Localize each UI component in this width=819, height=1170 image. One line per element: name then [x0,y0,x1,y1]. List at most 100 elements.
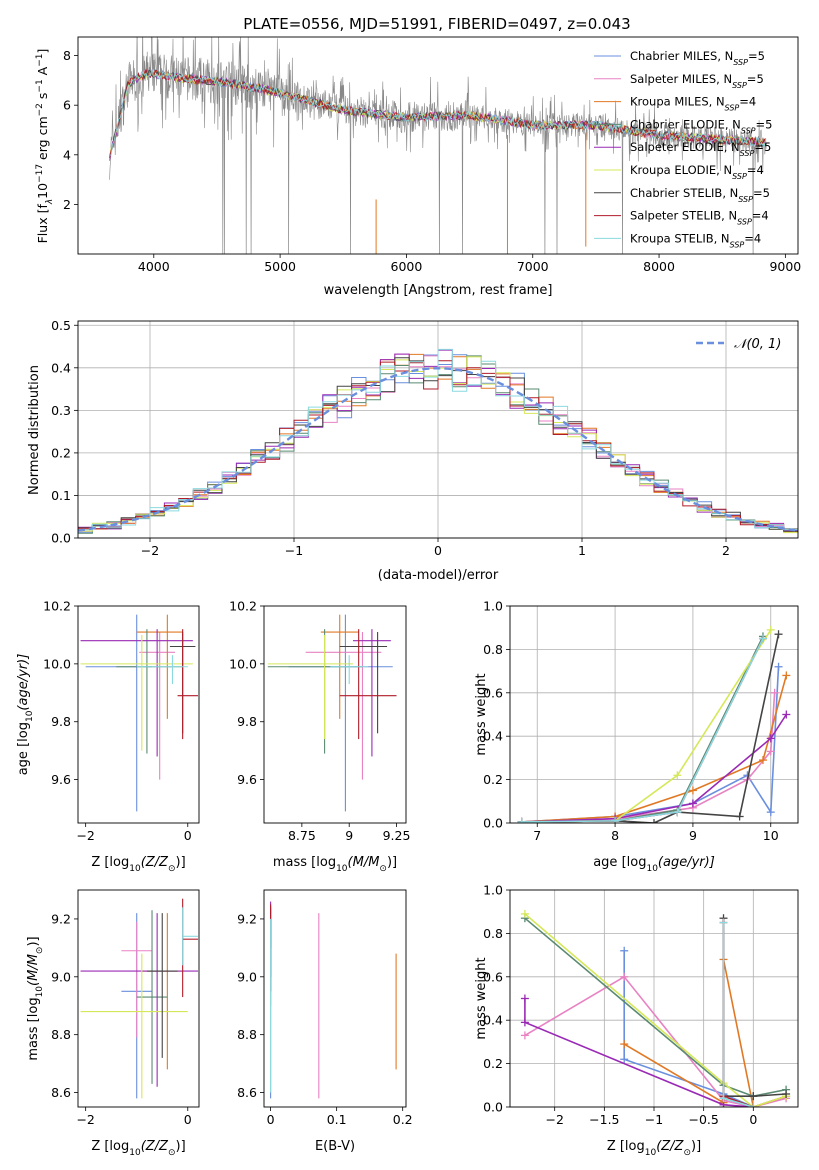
x-tick-label: 6000 [391,259,423,274]
axes-frame [77,889,200,1108]
x-label-part: ⊙ [168,1148,176,1158]
errorbar-point [339,629,397,740]
legend-entry: Salpeter MILES, NSSP=5 [630,72,764,90]
legend-label: Kroupa STELIB, N [630,231,730,245]
y-tick-label: 8.6 [237,1085,257,1100]
y-label-part: λ [45,199,55,205]
x-tick-label: 9 [345,828,353,843]
legend-label: Salpeter MILES, N [630,72,732,86]
x-tick-label: 0 [434,543,442,558]
y-label-part: Flux [f [35,204,50,244]
figure-title: PLATE=0556, MJD=51991, FIBERID=0497, z=0… [243,15,630,33]
y-tick-label: 9.0 [51,969,71,984]
y-tick-label: 0.0 [51,531,71,546]
mass-weight-marker [735,812,744,821]
y-tick-label: 9.6 [237,772,257,787]
x-label-part: (Z/Z [656,1139,684,1154]
plot-area-mass_weight_vs_Z [520,909,791,1107]
y-label-part: −1 [35,54,45,67]
errorbar-point [330,655,369,685]
x-tick-label: 0 [184,828,192,843]
x-tick-label: −2 [76,1112,94,1127]
plot-area-age_vs_mass [267,614,397,812]
legend-n: 5 [758,49,765,63]
y-label-part: s [35,93,50,104]
axes-residuals: −2 −1 0 1 2 0.0 0.1 0.2 0.3 0.4 0.5 𝒩(0, 1) (data-mo… [27,318,799,583]
errorbar-point [339,632,388,734]
legend-sub: SSP [733,58,748,67]
axes-age_vs_Z: −2 09.69.810.010.2Z [log10(Z/Z⊙)]age [log… [16,599,200,874]
y-tick-label: 9.6 [51,772,71,787]
x-tick-label: −2 [76,828,94,843]
y-tick-label: 4 [63,147,71,162]
x-label-part: (age/yr)] [658,855,715,870]
x-tick-label: −1 [645,1112,663,1127]
y-axis-label: Normed distribution [27,365,42,495]
legend-eq: = [739,95,749,109]
axes-frame [263,889,407,1108]
mass-weight-marker [758,634,767,643]
x-label-part: Z [log [91,1139,129,1154]
model-spectrum [109,69,767,156]
y-axis-label: Flux [fλ10−17 erg cm−2 s−1 A−1] [35,49,55,244]
mass-weight-marker [688,799,697,808]
legend-sub: SSP [740,149,755,158]
legend-n: 5 [765,117,772,131]
y-tick-label: 8.6 [51,1085,71,1100]
x-axis-label: Z [log10(Z/Z⊙)] [607,1139,701,1158]
mass-weight-line [521,638,764,823]
x-label-part: 10 [646,864,658,874]
legend-n: 5 [763,186,770,200]
legend-entry: Chabrier STELIB, NSSP=5 [630,186,770,204]
x-tick-label: 0 [749,1112,757,1127]
plot-area-residuals [78,348,798,534]
y-label-part: −2 [35,103,45,116]
y-tick-label: 0.4 [51,360,71,375]
mass-weight-marker [688,786,697,795]
y-tick-label: 0.3 [51,403,71,418]
errorbar-point [352,629,391,757]
y-label-part: 10 [35,986,45,998]
mass-weight-marker [517,817,526,823]
y-tick-label: 0.8 [483,926,503,941]
axes-mass_vs_Z: −2 08.68.89.09.2Z [log10(Z/Z⊙)]mass [log1… [26,889,200,1158]
legend-sub: SSP [732,80,747,89]
x-tick-label: 9.25 [383,828,411,843]
y-tick-label: 0.2 [51,445,71,460]
legend-sub: SSP [738,194,753,203]
y-tick-label: 9.8 [237,714,257,729]
x-tick-label: 5000 [264,259,296,274]
legend-eq: = [747,163,757,177]
legend-eq: = [748,49,758,63]
x-tick-label: 10 [763,828,779,843]
y-label-part: (age/yr)] [16,654,31,711]
x-label-part: mass [log [273,855,336,870]
x-tick-label: 0 [267,1112,275,1127]
plot-area-spectrum [109,37,767,254]
legend-sub: SSP [730,240,745,249]
errorbar-point [80,634,193,751]
x-tick-label: 7 [533,828,541,843]
y-label-part: mass [log [26,997,41,1060]
x-label-part: (Z/Z [141,855,169,870]
y-tick-label: 0.4 [483,1013,503,1028]
x-tick-label: 4000 [138,259,170,274]
y-tick-label: 0.5 [51,318,71,333]
y-tick-label: 0.1 [51,488,71,503]
x-tick-label: 8.75 [288,828,316,843]
errorbar-point [136,655,188,685]
x-label-part: )] [176,1139,186,1154]
mass-weight-marker [766,625,775,634]
x-axis-label: Z [log10(Z/Z⊙)] [91,1139,185,1158]
x-tick-label: 0 [184,1112,192,1127]
x-label-part: ⊙ [168,864,176,874]
y-label-part: )] [26,936,41,946]
x-axis-label: wavelength [Angstrom, rest frame] [324,283,553,298]
x-label-part: Z [log [607,1139,645,1154]
x-tick-label: −1.5 [589,1112,619,1127]
legend-entry: Chabrier ELODIE, NSSP=5 [630,117,772,135]
mass-weight-line [524,998,754,1107]
